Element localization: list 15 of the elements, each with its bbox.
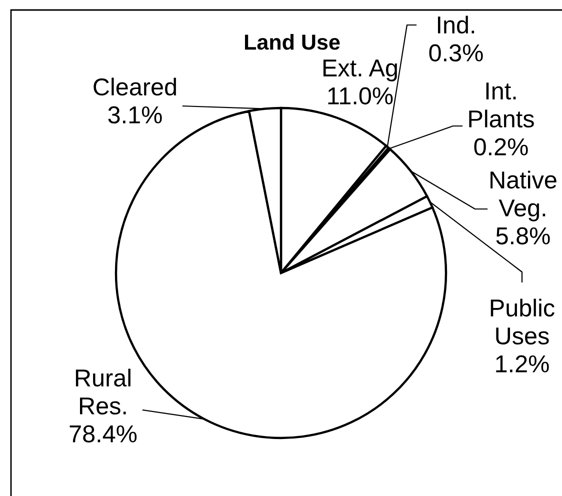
data-label: 0.2% [474,138,528,156]
text: Land Use [244,34,340,50]
slice-label: Public Uses [490,298,554,345]
data-label: 3.1% [108,106,162,124]
slice-label: Rural Res. [76,368,130,415]
slice-label: Cleared [94,78,176,96]
data-label: 5.8% [496,227,550,244]
data-label: 1.2% [496,355,549,372]
data-label: 0.3% [429,44,483,62]
slice-label: Int. Plants [469,82,534,128]
slice-label: Ind. [438,16,474,34]
data-label: 11.0% [328,87,393,104]
slice-label: Native Veg. [490,170,556,222]
data-label: 78.4% [70,425,137,442]
slice-label: Ext. Ag [323,60,397,82]
